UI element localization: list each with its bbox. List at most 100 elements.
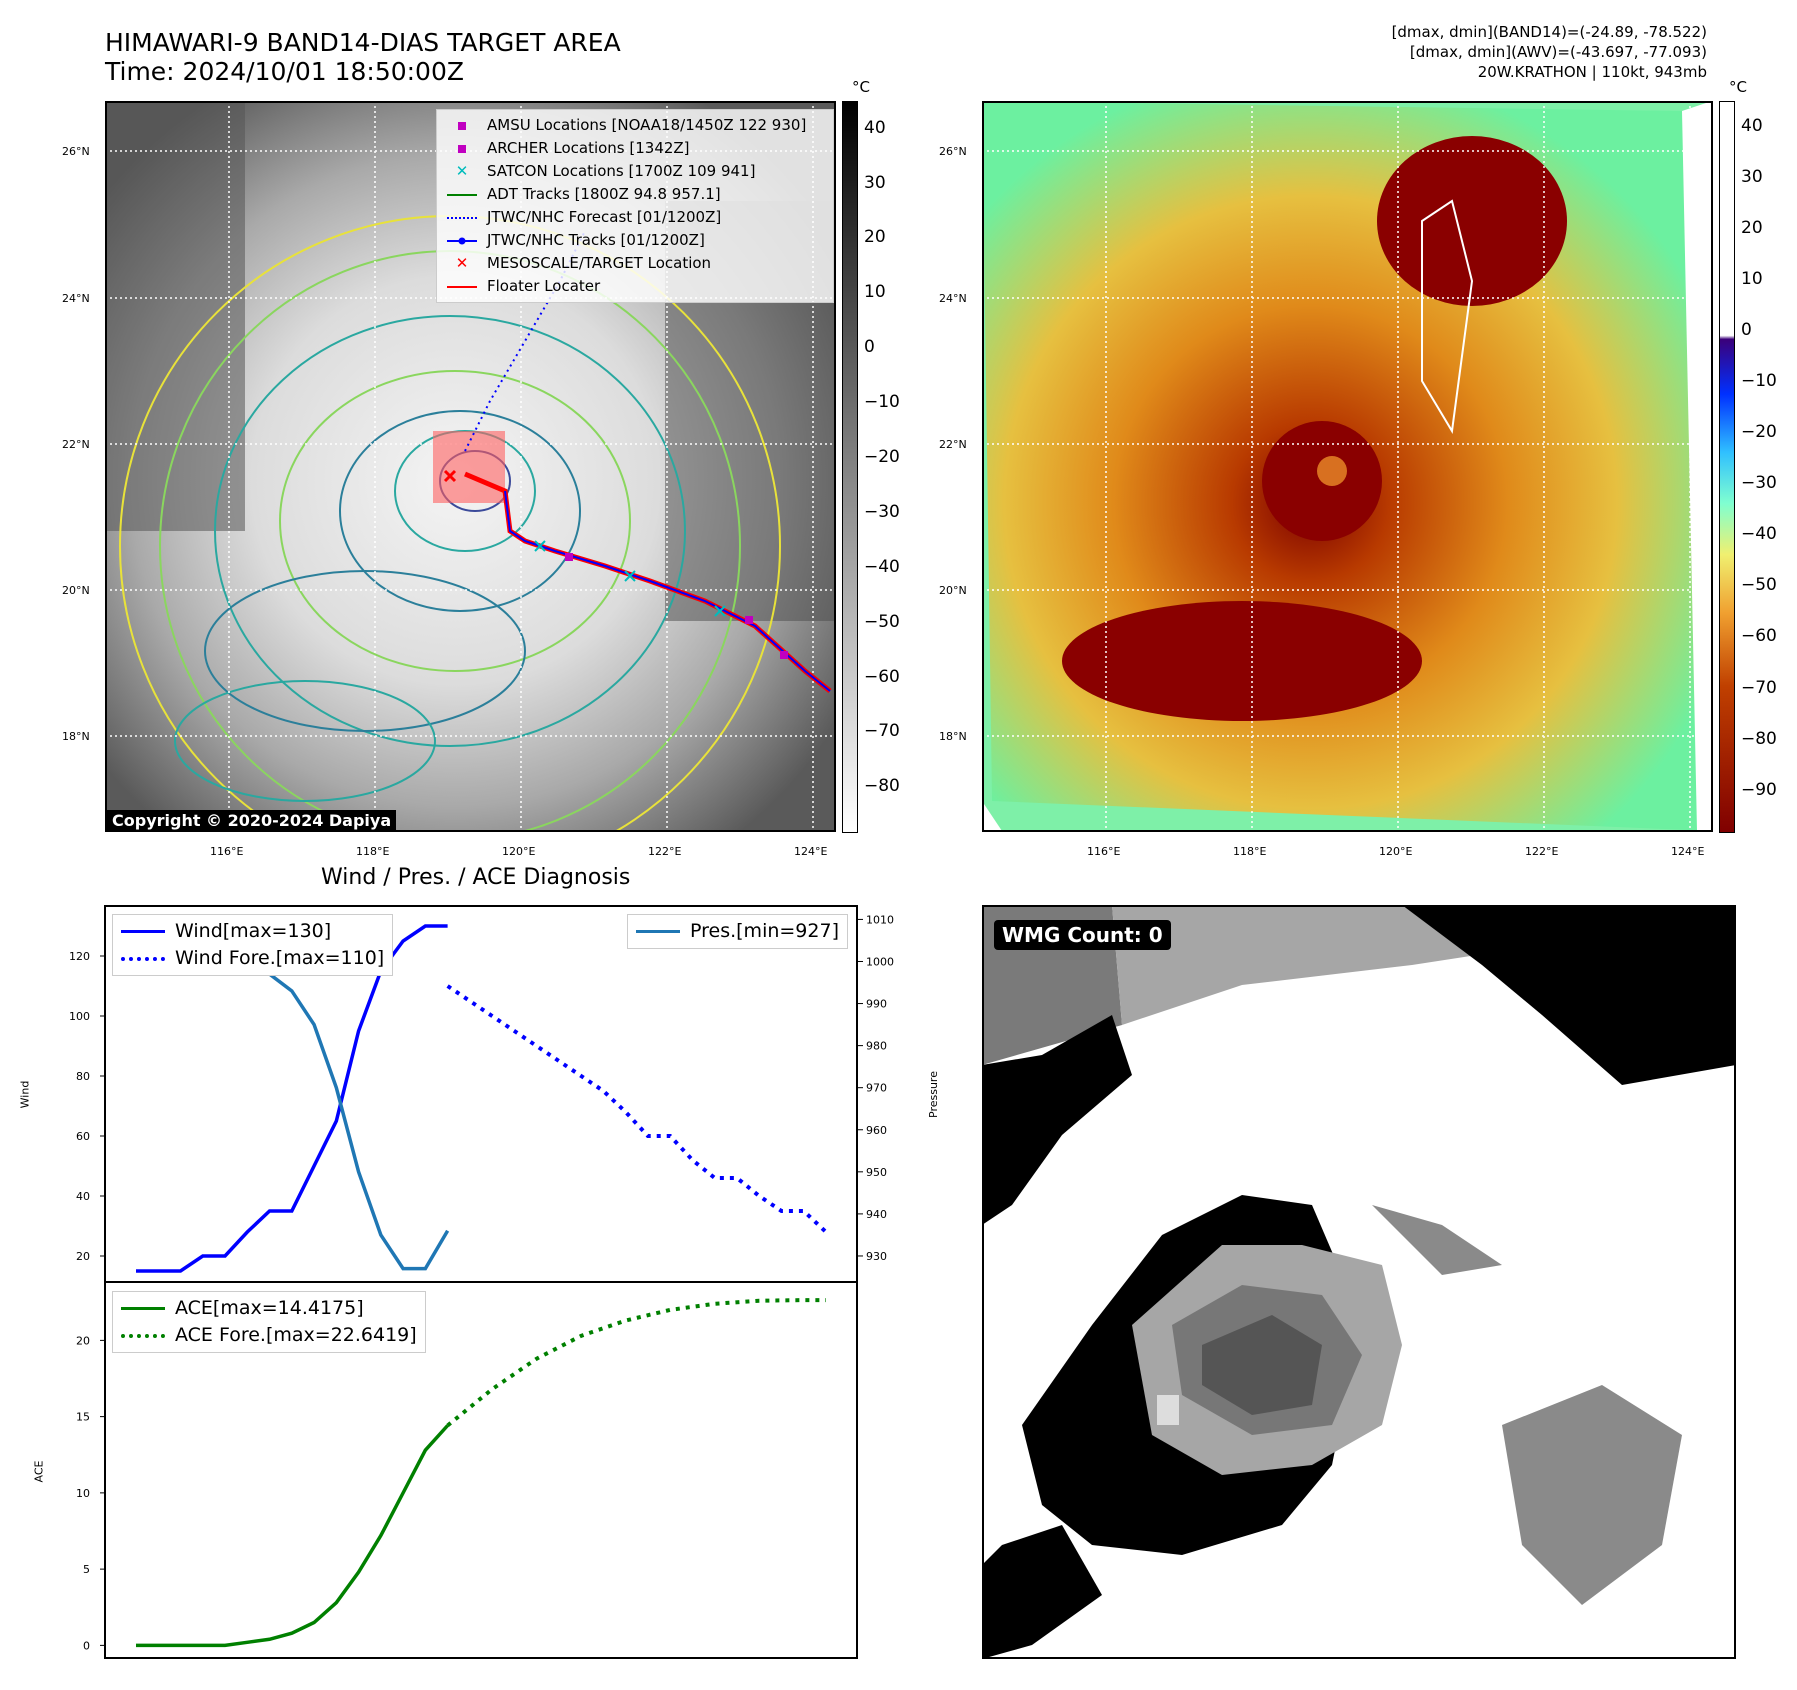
wmg-panel [982,905,1736,1659]
awv-lat-label-20: 20°N [939,584,967,597]
wind-chart-series-2 [136,930,450,1271]
wind-chart-ytick-right-label-5: 980 [866,1040,887,1053]
ir-colorbar-tick-3: 10 [864,282,886,303]
wind-chart-ytick-label-0: 20 [76,1250,90,1263]
info-storm: 20W.KRATHON | 110kt, 943mb [1477,63,1707,81]
lon-label-124: 124°E [794,845,828,858]
pressure-axis-label: Pressure [926,1071,940,1118]
awv-lon-label-124: 124°E [1671,845,1705,858]
wind-chart-ytick-label-1: 40 [76,1190,90,1203]
lat-label-20: 20°N [62,584,90,597]
legend-jtwc-forecast: JTWC/NHC Forecast [01/1200Z] [445,206,825,229]
legend-pressure: Pres.[min=927] [636,918,839,945]
ace-chart-series-1 [446,1298,826,1428]
awv-colorbar-tick-1: 30 [1741,167,1763,188]
copyright-label: Copyright © 2020-2024 Dapiya [107,810,397,831]
wind-chart-ytick-right-label-1: 940 [866,1208,887,1221]
wind-chart-ytick-right-label-6: 990 [866,998,887,1011]
awv-colorbar-tick-7: −30 [1741,473,1777,494]
ir-colorbar-tick-1: 30 [864,172,886,193]
wind-chart-ytick-right-label-8: 1010 [866,913,894,926]
wind-chart-series-1 [446,984,828,1234]
ace-chart-ytick-label-2: 10 [76,1487,90,1500]
wind-pres-chart: 20 40 60 80 100 120 930 940 950 960 970 980 990 1000 1… [69,913,894,1273]
ace-chart-ytick-label-1: 5 [83,1563,90,1576]
wmg-count-badge: WMG Count: 0 [994,920,1171,950]
awv-map-panel [982,101,1712,831]
awv-colorbar-tick-10: −60 [1741,626,1777,647]
legend-target: ✕ MESOSCALE/TARGET Location [455,254,712,272]
awv-colorbar-tick-0: 40 [1741,115,1763,136]
legend-ace: ACE[max=14.4175] [121,1295,417,1322]
figure-title: HIMAWARI-9 BAND14-DIAS TARGET AREA [105,28,621,57]
ir-colorbar-tick-2: 20 [864,227,886,248]
ace-chart-ytick-label-4: 20 [76,1334,90,1347]
wind-chart-ytick-label-3: 80 [76,1070,90,1083]
ir-colorbar-tick-8: −40 [864,556,900,577]
lon-label-122: 122°E [648,845,682,858]
awv-colorbar-tick-4: 0 [1741,320,1752,341]
awv-colorbar [1719,101,1735,833]
ace-chart: 0 5 10 15 20 [76,1298,826,1652]
ir-colorbar-tick-0: 40 [864,117,886,138]
awv-colorbar-tick-6: −20 [1741,422,1777,443]
wind-chart-ytick-right-label-0: 930 [866,1250,887,1263]
legend-floater: Floater Locater [445,275,825,298]
awv-lat-label-22: 22°N [939,438,967,451]
lat-label-26: 26°N [62,145,90,158]
awv-lat-label-26: 26°N [939,145,967,158]
legend-amsu: AMSU Locations [NOAA18/1450Z 122 930] [445,114,825,137]
ace-axis-label: ACE [32,1460,46,1483]
ir-colorbar-tick-12: −80 [864,776,900,797]
awv-colorbar-tick-11: −70 [1741,677,1777,698]
legend-jtwc-tracks: JTWC/NHC Tracks [01/1200Z] [445,229,825,252]
lat-label-24: 24°N [62,292,90,305]
awv-map-frame [982,101,1713,832]
awv-colorbar-unit: °C [1729,78,1747,96]
ir-colorbar-tick-7: −30 [864,501,900,522]
wmg-image [982,905,1736,1659]
awv-colorbar-tick-9: −50 [1741,575,1777,596]
wind-chart-series-0 [136,924,448,1273]
legend-adt: ADT Tracks [1800Z 94.8 957.1] [445,183,825,206]
info-awv: [dmax, dmin](AWV)=(-43.697, -77.093) [1409,43,1707,61]
lon-label-120: 120°E [502,845,536,858]
wind-chart-ytick-right-label-3: 960 [866,1124,887,1137]
ir-colorbar-tick-9: −50 [864,611,900,632]
ace-legend: ACE[max=14.4175] ACE Fore.[max=22.6419] [112,1291,426,1353]
diagnosis-title: Wind / Pres. / ACE Diagnosis [321,865,631,890]
legend-satcon: ✕ SATCON Locations [1700Z 109 941] [455,162,756,180]
awv-lon-label-118: 118°E [1233,845,1267,858]
awv-lon-label-116: 116°E [1087,845,1121,858]
awv-colorbar-tick-12: −80 [1741,728,1777,749]
legend-archer: ARCHER Locations [1342Z] [445,137,825,160]
ace-chart-ytick-label-3: 15 [76,1411,90,1424]
awv-colorbar-tick-3: 10 [1741,269,1763,290]
ir-colorbar-unit: °C [852,78,870,96]
lon-label-116: 116°E [210,845,244,858]
ir-map-frame [105,101,836,832]
legend-wind-forecast: Wind Fore.[max=110] [121,945,384,972]
wind-chart-ytick-right-label-2: 950 [866,1166,887,1179]
awv-lon-label-120: 120°E [1379,845,1413,858]
ace-chart-series-0 [136,1424,449,1648]
awv-lat-label-24: 24°N [939,292,967,305]
ace-frame [104,1281,858,1659]
awv-lon-label-122: 122°E [1525,845,1559,858]
ace-chart-ytick-label-0: 0 [83,1639,90,1652]
wind-chart-ytick-label-2: 60 [76,1130,90,1143]
ir-colorbar [842,101,858,833]
wind-chart-ytick-right-label-4: 970 [866,1082,887,1095]
pressure-legend: Pres.[min=927] [627,914,848,949]
map-legend: AMSU Locations [NOAA18/1450Z 122 930] AR… [436,109,834,303]
wind-chart-ytick-label-4: 100 [69,1010,90,1023]
wind-axis-label: Wind [18,1080,32,1109]
awv-colorbar-tick-2: 20 [1741,218,1763,239]
ir-colorbar-tick-10: −60 [864,666,900,687]
lat-label-18: 18°N [62,730,90,743]
awv-lat-label-18: 18°N [939,730,967,743]
ir-colorbar-tick-5: −10 [864,392,900,413]
wind-chart-ytick-label-5: 120 [69,950,90,963]
ir-colorbar-tick-11: −70 [864,721,900,742]
legend-wind: Wind[max=130] [121,918,384,945]
